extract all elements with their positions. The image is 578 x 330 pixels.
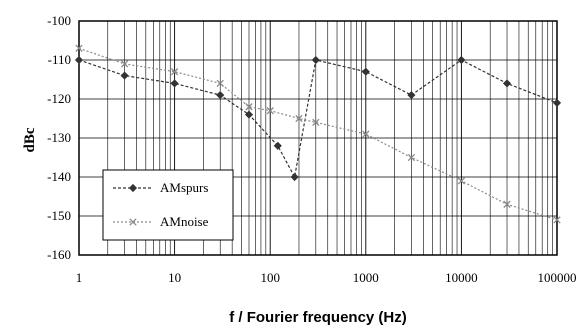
data-point xyxy=(362,130,370,138)
data-point xyxy=(290,172,299,182)
data-point xyxy=(312,118,320,127)
grid xyxy=(78,20,557,256)
y-tick-label: -120 xyxy=(47,91,71,106)
series-layer xyxy=(74,44,562,224)
series-amspurs xyxy=(74,55,562,182)
data-point xyxy=(75,44,83,52)
legend-box xyxy=(102,169,234,241)
data-point xyxy=(273,141,282,150)
data-point xyxy=(216,91,225,100)
legend-label: AMnoise xyxy=(160,214,209,229)
x-tick-labels: 1 10 100 1000 10000 100000 xyxy=(76,270,577,285)
x-tick-label: 1000 xyxy=(353,270,379,285)
data-point xyxy=(407,153,416,162)
data-point xyxy=(266,107,274,115)
data-point xyxy=(502,79,512,88)
data-point xyxy=(457,177,466,185)
y-tick-label: -100 xyxy=(47,13,71,28)
data-point xyxy=(74,55,84,65)
y-tick-label: -160 xyxy=(47,247,71,262)
data-point xyxy=(552,98,562,107)
series-amnoise xyxy=(75,44,561,224)
data-point xyxy=(457,55,466,65)
data-point xyxy=(170,79,179,88)
data-point xyxy=(170,68,179,76)
y-tick-label: -140 xyxy=(47,169,71,184)
data-point xyxy=(244,110,254,119)
plot-frame xyxy=(78,20,558,256)
y-tick-label: -110 xyxy=(48,52,71,67)
y-tick-label: -130 xyxy=(47,130,71,145)
data-point xyxy=(407,91,416,100)
data-point xyxy=(216,79,224,88)
data-point xyxy=(503,200,511,208)
y-tick-labels: -100 -110 -120 -130 -140 -150 -160 xyxy=(47,13,71,262)
y-axis-label: dBc xyxy=(22,127,38,152)
legend-label: AMspurs xyxy=(160,180,208,195)
y-tick-label: -150 xyxy=(47,208,71,223)
x-tick-label: 10 xyxy=(168,270,181,285)
data-point xyxy=(245,103,253,111)
data-point xyxy=(361,67,370,76)
data-point xyxy=(120,60,129,68)
legend-marker xyxy=(128,183,138,193)
data-point xyxy=(120,71,129,80)
x-tick-label: 1 xyxy=(76,270,83,285)
data-point xyxy=(295,114,303,123)
x-tick-label: 100 xyxy=(260,270,280,285)
data-point xyxy=(553,216,561,224)
legend: AMspurs AMnoise xyxy=(102,169,234,241)
legend-marker xyxy=(129,218,137,226)
series-line xyxy=(78,59,558,179)
x-axis-label: f / Fourier frequency (Hz) xyxy=(229,309,407,326)
x-tick-label: 100000 xyxy=(538,270,577,285)
data-point xyxy=(311,55,320,65)
x-tick-label: 10000 xyxy=(445,270,478,285)
